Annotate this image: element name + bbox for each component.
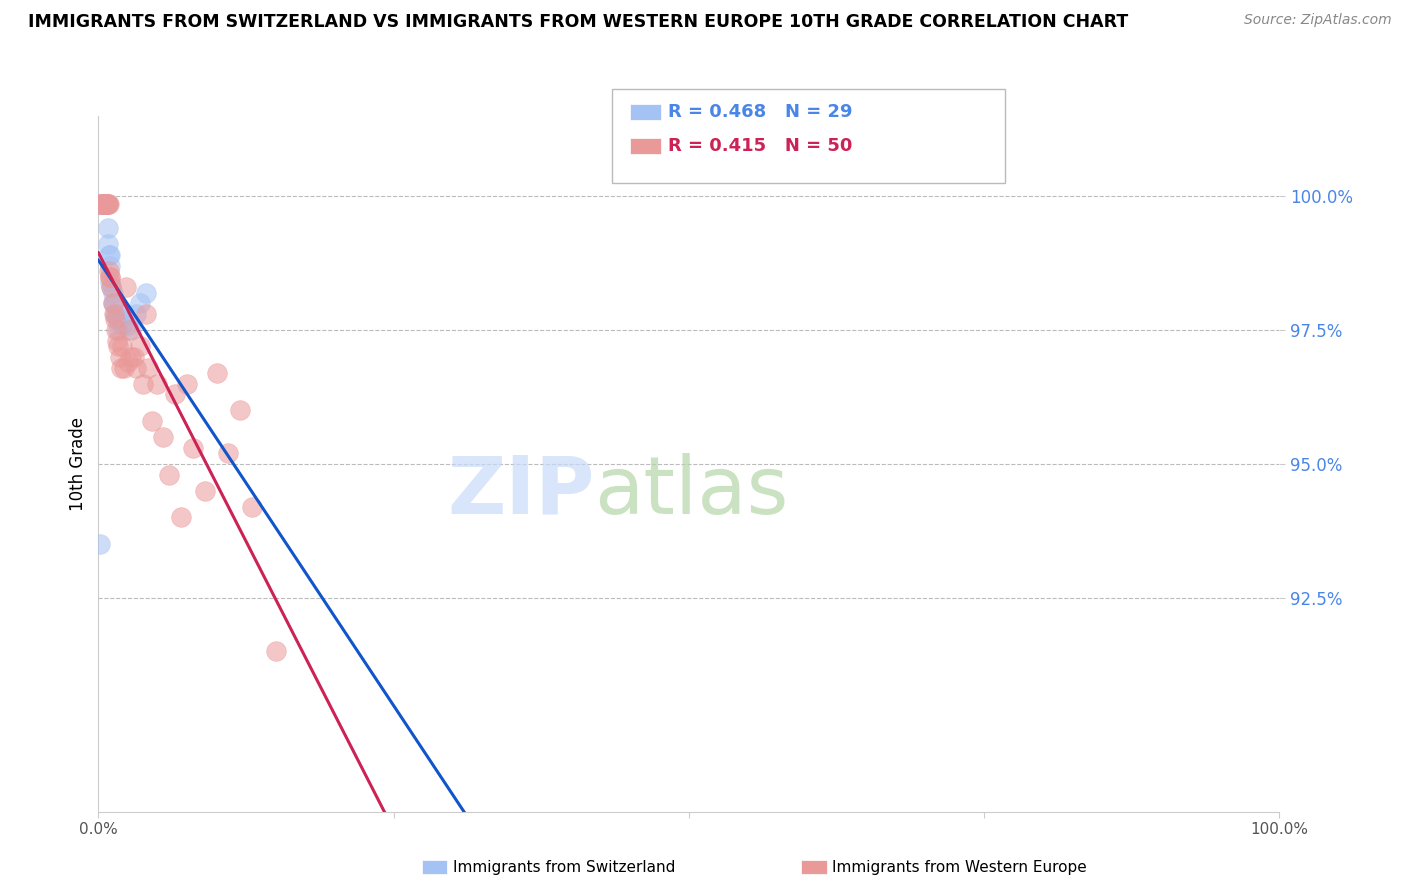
Point [112, 307, 135, 321]
Point [98, 248, 121, 262]
Point [96, 197, 118, 211]
Point [205, 366, 228, 380]
Point [93, 197, 115, 211]
Point [181, 441, 204, 455]
Point [170, 510, 193, 524]
Point [132, 376, 155, 391]
Point [105, 323, 128, 337]
Point [96, 197, 118, 211]
Point [141, 414, 163, 428]
Point [98, 275, 121, 289]
Point [89, 197, 111, 211]
Text: Immigrants from Western Europe: Immigrants from Western Europe [832, 860, 1087, 874]
Text: Immigrants from Switzerland: Immigrants from Switzerland [453, 860, 675, 874]
Point [107, 339, 129, 353]
Point [98, 264, 121, 278]
Point [96, 197, 118, 211]
Point [229, 403, 252, 417]
Point [146, 376, 169, 391]
Text: R = 0.468   N = 29: R = 0.468 N = 29 [668, 103, 852, 121]
Point [125, 360, 148, 375]
Point [89, 537, 111, 551]
Point [152, 430, 174, 444]
Point [135, 285, 157, 300]
Point [91, 197, 114, 211]
Point [100, 280, 122, 294]
Point [97, 197, 120, 211]
Point [98, 269, 121, 284]
Text: ZIP: ZIP [447, 452, 595, 531]
Point [110, 360, 132, 375]
Point [157, 467, 180, 482]
Text: atlas: atlas [595, 452, 789, 531]
Point [97, 197, 120, 211]
Point [107, 323, 129, 337]
Point [165, 387, 187, 401]
Point [121, 350, 143, 364]
Text: Source: ZipAtlas.com: Source: ZipAtlas.com [1244, 13, 1392, 28]
Point [112, 360, 135, 375]
Point [105, 307, 128, 321]
Point [101, 285, 124, 300]
Point [93, 197, 115, 211]
Point [111, 318, 134, 332]
Point [240, 500, 263, 514]
Point [98, 259, 121, 273]
Point [101, 296, 124, 310]
Point [100, 280, 122, 294]
Point [194, 483, 217, 498]
Text: R = 0.415   N = 50: R = 0.415 N = 50 [668, 137, 852, 155]
Point [128, 339, 150, 353]
Point [94, 197, 117, 211]
Point [93, 197, 115, 211]
Point [217, 446, 239, 460]
Point [97, 221, 120, 235]
Point [98, 248, 121, 262]
Point [122, 350, 145, 364]
Point [125, 307, 148, 321]
Y-axis label: 10th Grade: 10th Grade [69, 417, 87, 511]
Point [93, 197, 115, 211]
Point [89, 197, 111, 211]
Point [117, 318, 139, 332]
Point [103, 307, 125, 321]
Point [105, 334, 128, 348]
Point [108, 312, 131, 326]
Point [135, 307, 157, 321]
Point [101, 296, 124, 310]
Point [264, 644, 287, 658]
Point [121, 323, 143, 337]
Point [104, 312, 127, 326]
Text: IMMIGRANTS FROM SWITZERLAND VS IMMIGRANTS FROM WESTERN EUROPE 10TH GRADE CORRELA: IMMIGRANTS FROM SWITZERLAND VS IMMIGRANT… [28, 13, 1129, 31]
Point [136, 360, 159, 375]
Point [93, 197, 115, 211]
Point [176, 376, 198, 391]
Point [105, 312, 128, 326]
Point [97, 237, 120, 252]
Point [111, 339, 134, 353]
Point [117, 355, 139, 369]
Point [128, 296, 150, 310]
Point [114, 280, 136, 294]
Point [91, 197, 114, 211]
Point [103, 296, 125, 310]
Point [98, 197, 121, 211]
Point [98, 269, 121, 284]
Point [118, 323, 141, 337]
Point [108, 350, 131, 364]
Point [104, 307, 127, 321]
Point [96, 197, 118, 211]
Point [90, 197, 112, 211]
